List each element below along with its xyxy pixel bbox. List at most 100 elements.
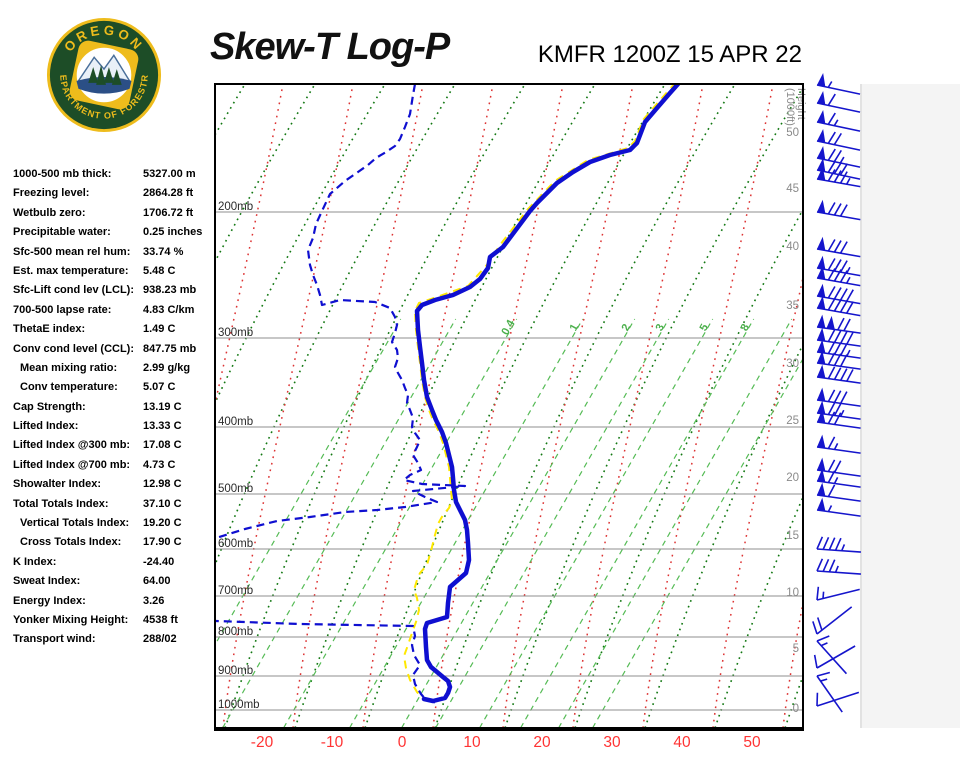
index-label: K Index: xyxy=(13,555,57,568)
index-label: Cross Totals Index: xyxy=(20,536,122,549)
index-value: 17.90 C xyxy=(143,536,182,549)
wind-barb xyxy=(816,146,861,168)
index-row: Lifted Index: 13.33 C xyxy=(13,420,215,439)
wind-barb xyxy=(816,327,861,347)
index-label: 1000-500 mb thick: xyxy=(13,168,112,180)
svg-text:500mb: 500mb xyxy=(218,483,253,495)
index-value: -24.40 xyxy=(143,555,175,568)
wind-barb xyxy=(816,409,861,429)
index-row: Yonker Mixing Height: 4538 ft xyxy=(13,614,215,633)
page-title: Skew-T Log-P xyxy=(210,26,450,68)
index-value: 4.73 C xyxy=(143,458,176,471)
odf-logo: OREGON DEPARTMENT OF FORESTRY xyxy=(45,14,162,133)
index-label: Conv cond level (CCL): xyxy=(13,342,135,355)
wind-barb xyxy=(816,635,848,675)
svg-text:50: 50 xyxy=(786,127,799,139)
index-row: Vertical Totals Index: 19.20 C xyxy=(13,517,215,536)
svg-text:400mb: 400mb xyxy=(218,416,253,428)
wind-barb xyxy=(816,350,861,370)
logo-scene xyxy=(76,54,132,94)
index-value: 1.49 C xyxy=(143,323,176,336)
svg-text:1: 1 xyxy=(568,322,581,333)
svg-text:30: 30 xyxy=(786,358,799,370)
pressure-labels: 200mb 300mb 400mb 500mb 600mb 700mb 800mb 900mb… xyxy=(218,201,260,711)
index-row: Transport wind: 288/02 xyxy=(13,633,215,652)
index-value: 4538 ft xyxy=(143,613,178,626)
index-value: 33.74 % xyxy=(143,245,184,258)
wind-barb xyxy=(816,364,861,384)
svg-text:900mb: 900mb xyxy=(218,665,253,677)
index-value: 13.19 C xyxy=(143,400,182,413)
index-label: Wetbulb zero: xyxy=(13,206,86,219)
wind-barb xyxy=(816,482,861,502)
index-label: Sweat Index: xyxy=(13,575,81,588)
index-value: 5327.00 m xyxy=(143,168,196,180)
wind-barb xyxy=(816,558,861,575)
index-row: Sfc-500 mean rel hum: 33.74 % xyxy=(13,246,215,265)
wind-barb xyxy=(816,236,861,258)
index-value: 0.25 inches xyxy=(143,226,203,239)
index-label: ThetaE index: xyxy=(13,323,86,336)
index-label: Cap Strength: xyxy=(13,400,86,413)
index-label: Lifted Index @700 mb: xyxy=(13,458,131,471)
wind-barb xyxy=(816,110,861,132)
svg-text:300mb: 300mb xyxy=(218,327,253,339)
wind-barb xyxy=(816,314,861,334)
svg-text:600mb: 600mb xyxy=(218,538,253,550)
index-row: Mean mixing ratio: 2.99 g/kg xyxy=(13,362,215,381)
mixing-ratio-lines xyxy=(215,318,803,728)
svg-text:-10: -10 xyxy=(321,734,344,751)
svg-text:15: 15 xyxy=(786,530,799,542)
plot-area xyxy=(215,84,803,728)
svg-text:-20: -20 xyxy=(251,734,274,751)
index-value: 37.10 C xyxy=(143,497,182,510)
index-row: Total Totals Index: 37.10 C xyxy=(13,498,215,517)
wind-barb xyxy=(816,691,860,707)
index-label: Showalter Index: xyxy=(13,478,102,491)
svg-text:30: 30 xyxy=(603,734,621,751)
wind-barb xyxy=(816,265,861,287)
index-value: 288/02 xyxy=(143,633,177,646)
wind-barb xyxy=(816,497,861,517)
index-value: 2864.28 ft xyxy=(143,187,194,200)
index-row: K Index: -24.40 xyxy=(13,556,215,575)
svg-text:50: 50 xyxy=(743,734,761,751)
index-label: Sfc-500 mean rel hum: xyxy=(13,245,131,258)
index-value: 4.83 C/km xyxy=(143,303,195,316)
index-value: 5.48 C xyxy=(143,264,176,277)
wind-barb xyxy=(816,339,861,359)
index-label: Yonker Mixing Height: xyxy=(13,613,129,626)
wind-barb xyxy=(816,671,843,713)
index-label: Conv temperature: xyxy=(20,381,118,394)
svg-text:40: 40 xyxy=(786,241,799,253)
svg-text:35: 35 xyxy=(786,300,799,312)
svg-text:45: 45 xyxy=(786,183,799,195)
svg-text:0: 0 xyxy=(398,734,407,751)
index-row: Lifted Index @700 mb: 4.73 C xyxy=(13,459,215,478)
index-label: Sfc-Lift cond lev (LCL): xyxy=(13,284,134,297)
wind-barb xyxy=(816,158,861,180)
index-row: Conv temperature: 5.07 C xyxy=(13,381,215,400)
wind-barb xyxy=(813,645,856,669)
index-row: 700-500 lapse rate: 4.83 C/km xyxy=(13,304,215,323)
wind-barb xyxy=(816,73,861,95)
index-value: 64.00 xyxy=(143,575,171,588)
wind-barb xyxy=(816,457,861,477)
svg-text:10: 10 xyxy=(786,587,799,599)
index-label: Freezing level: xyxy=(13,187,90,200)
svg-text:200mb: 200mb xyxy=(218,201,253,213)
index-row: Energy Index: 3.26 xyxy=(13,595,215,614)
index-value: 847.75 mb xyxy=(143,342,197,355)
index-value: 17.08 C xyxy=(143,439,182,452)
svg-text:3: 3 xyxy=(654,322,667,333)
wind-barb xyxy=(816,468,861,488)
right-margin-panel xyxy=(862,84,960,728)
index-label: Energy Index: xyxy=(13,594,86,607)
wind-barb xyxy=(816,434,861,454)
index-row: Cross Totals Index: 17.90 C xyxy=(13,536,215,555)
svg-text:5: 5 xyxy=(698,322,711,333)
temperature-trace xyxy=(414,84,681,704)
index-label: Lifted Index @300 mb: xyxy=(13,439,131,452)
pressure-gridlines xyxy=(215,211,803,711)
